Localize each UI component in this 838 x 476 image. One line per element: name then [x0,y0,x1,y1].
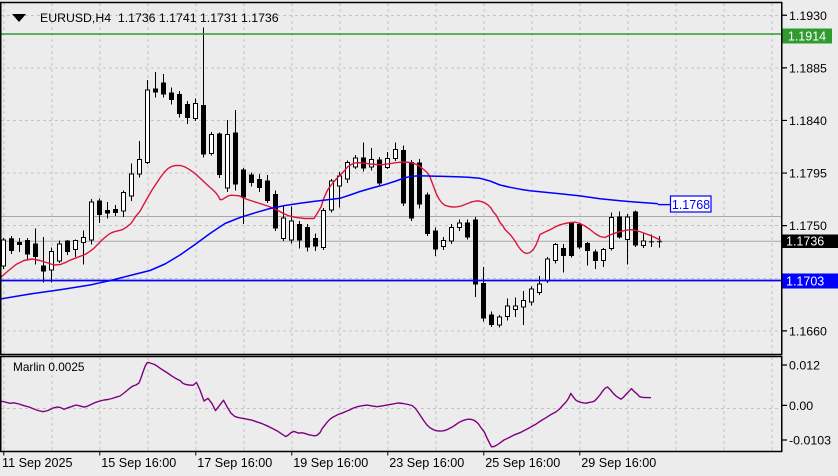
svg-text:1.1885: 1.1885 [789,61,827,75]
svg-text:0.00: 0.00 [789,399,813,413]
svg-text:15 Sep 16:00: 15 Sep 16:00 [101,456,176,470]
svg-text:-0.0103: -0.0103 [789,434,831,448]
svg-text:1.1914: 1.1914 [788,30,826,44]
svg-text:1.1930: 1.1930 [789,9,827,23]
svg-text:1.1750: 1.1750 [789,219,827,233]
svg-text:1.1736: 1.1736 [786,235,824,249]
svg-text:23 Sep 16:00: 23 Sep 16:00 [389,456,464,470]
svg-text:11 Sep 2025: 11 Sep 2025 [2,456,73,470]
svg-text:EURUSD,H4 1.1736 1.1741 1.173: EURUSD,H4 1.1736 1.1741 1.1731 1.1736 [40,11,279,25]
svg-text:Marlin 0.0025: Marlin 0.0025 [13,360,85,374]
svg-text:17 Sep 16:00: 17 Sep 16:00 [197,456,272,470]
svg-text:1.1768: 1.1768 [672,198,710,212]
svg-text:19 Sep 16:00: 19 Sep 16:00 [293,456,368,470]
svg-text:1.1795: 1.1795 [789,167,827,181]
svg-text:1.1703: 1.1703 [786,275,824,289]
svg-text:25 Sep 16:00: 25 Sep 16:00 [485,456,560,470]
svg-text:29 Sep 16:00: 29 Sep 16:00 [581,456,656,470]
svg-text:0.012: 0.012 [789,359,820,373]
svg-text:1.1660: 1.1660 [789,324,827,338]
svg-text:1.1840: 1.1840 [789,114,827,128]
